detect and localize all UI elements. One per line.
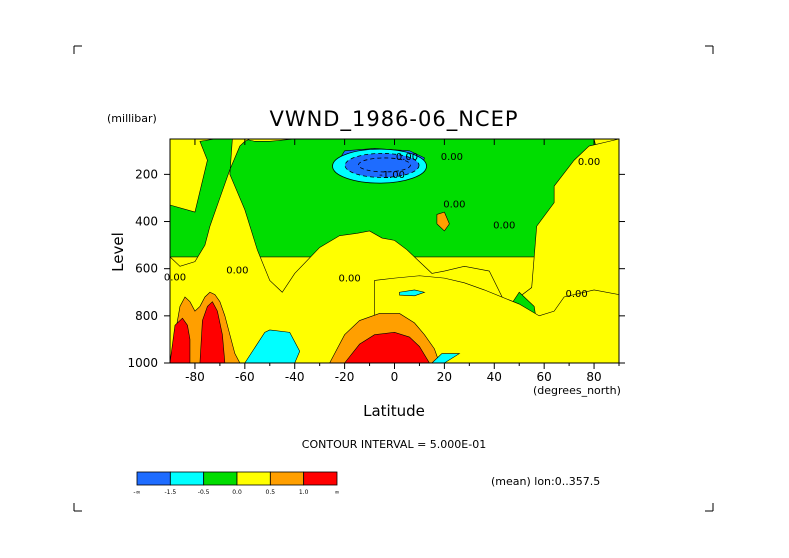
contour-label-1: 0.00 <box>441 152 463 163</box>
colorbar-label: 1.0 <box>299 489 309 496</box>
x-axis-label: Latitude <box>363 402 425 420</box>
colorbar-swatch <box>136 471 171 486</box>
x-tick-label: -60 <box>235 370 255 384</box>
plot-area: 0.00 0.00 -1.00 0.00 0.00 0.00 0.00 0.00 0.00 0.0… <box>164 138 620 364</box>
contour-label-2: -1.00 <box>379 170 405 181</box>
colorbar-label: -1.5 <box>164 489 176 496</box>
contour-label-8: 0.00 <box>565 289 587 300</box>
contour-line-negative <box>358 157 411 173</box>
y-unit-label: (millibar) <box>107 112 157 125</box>
y-tick-label: 800 <box>135 309 158 323</box>
contour-label-6: 0.00 <box>226 265 248 276</box>
colorbar-label: 0.5 <box>266 489 276 496</box>
y-tick-label: 600 <box>135 262 158 276</box>
contour-label-0: 0.00 <box>396 152 418 163</box>
mean-longitude-note: (mean) lon:0..357.5 <box>491 475 600 488</box>
x-unit-label: (degrees_north) <box>533 384 621 397</box>
colorbar-label: 0.0 <box>232 489 242 496</box>
colorbar-label: -0.5 <box>198 489 210 496</box>
x-tick-label: 80 <box>586 370 601 384</box>
y-tick-label: 200 <box>135 167 158 181</box>
x-tick-label: -20 <box>335 370 355 384</box>
colorbar-label: ∞ <box>335 489 340 496</box>
contour-region-cyan-mid <box>399 289 426 297</box>
chart-title: VWND_1986-06_NCEP <box>269 107 518 132</box>
contour-band-red_west_2 <box>199 301 226 364</box>
contour-band-red_center <box>343 332 430 364</box>
x-tick-label: -40 <box>285 370 305 384</box>
colorbar-swatch <box>269 471 305 486</box>
colorbar-swatch <box>303 471 338 486</box>
contour-label-4: 0.00 <box>493 221 515 232</box>
x-tick-label: 60 <box>537 370 552 384</box>
y-axis-label: Level <box>109 232 127 272</box>
colorbar-label: -∞ <box>133 489 140 496</box>
y-tick-label: 1000 <box>127 356 158 370</box>
contour-label-9: 0.00 <box>164 272 186 283</box>
y-tick-label: 400 <box>135 215 158 229</box>
contour-label-5: 0.00 <box>578 157 600 168</box>
colorbar: -∞ -1.5 -0.5 0.0 0.5 1.0 ∞ <box>133 471 340 496</box>
x-tick-label: 20 <box>437 370 452 384</box>
x-tick-label: 0 <box>391 370 399 384</box>
contour-label-7: 0.00 <box>338 274 360 285</box>
x-tick-label: 40 <box>487 370 502 384</box>
x-tick-label: -80 <box>185 370 205 384</box>
colorbar-swatch <box>169 471 205 486</box>
contour-interval-text: CONTOUR INTERVAL = 5.000E-01 <box>302 438 486 451</box>
contour-band-orange-small <box>436 211 450 232</box>
contour-label-3: 0.00 <box>443 199 465 210</box>
colorbar-swatch <box>203 471 238 486</box>
corner-marks <box>73 45 714 512</box>
axes: -80 -60 -40 -20 0 20 40 60 80 200 400 600 800 1000 <box>127 139 625 384</box>
colorbar-swatch <box>236 471 271 486</box>
